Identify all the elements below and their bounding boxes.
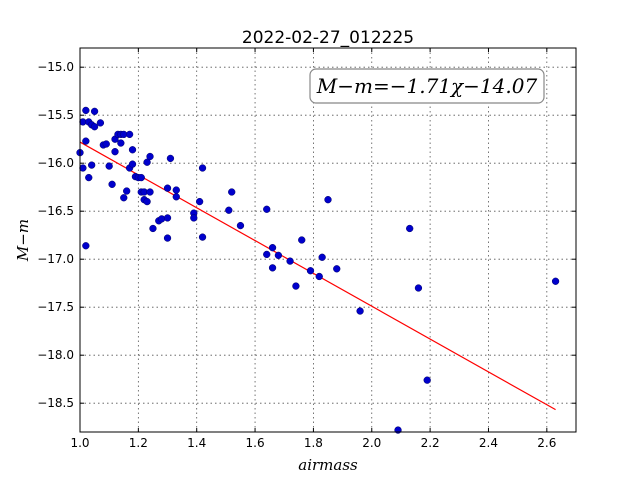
data-point <box>90 123 99 131</box>
tick-marks <box>79 48 576 432</box>
grid-lines <box>79 48 576 432</box>
x-tick-label: 2.2 <box>421 436 440 450</box>
y-axis-label: M−m <box>14 219 32 262</box>
data-point <box>125 130 134 139</box>
data-point <box>298 236 306 244</box>
scatter-points <box>76 106 560 434</box>
data-point <box>286 257 294 265</box>
x-tick-label: 2.4 <box>479 436 498 450</box>
data-point <box>414 284 423 292</box>
data-point <box>263 205 271 213</box>
chart-title: 2022-02-27_012225 <box>242 28 414 48</box>
data-point <box>172 186 180 194</box>
x-tick-label: 1.8 <box>304 436 323 450</box>
data-point <box>123 187 131 195</box>
data-point <box>406 224 414 233</box>
data-point <box>143 158 151 166</box>
plot-area <box>76 47 577 434</box>
annotation-frame <box>309 68 545 104</box>
data-point <box>225 206 233 214</box>
y-tick-label: −18.5 <box>37 396 74 410</box>
data-point <box>228 188 236 196</box>
data-point <box>102 140 110 148</box>
x-tick-label: 1.6 <box>246 436 265 450</box>
data-point <box>143 197 151 206</box>
x-tick-labels: 1.0 1.2 1.4 1.6 1.8 2.0 2.2 2.4 2.6 <box>70 436 556 450</box>
data-point <box>292 282 300 290</box>
x-axis-label: airmass <box>298 456 358 474</box>
y-tick-label: −17.5 <box>37 300 74 314</box>
data-point <box>198 164 207 172</box>
data-point <box>146 188 154 196</box>
data-point <box>163 234 172 242</box>
data-point <box>146 152 154 161</box>
data-point <box>356 307 364 315</box>
data-point <box>128 160 137 168</box>
data-point <box>551 277 560 285</box>
data-point <box>79 164 87 172</box>
data-point <box>324 196 332 204</box>
y-tick-label: −17.0 <box>37 252 74 266</box>
data-point <box>263 250 271 259</box>
data-point <box>88 161 96 169</box>
annotation-box: M−m=−1.71χ−14.07 <box>309 68 545 104</box>
data-point <box>82 106 90 115</box>
data-point <box>190 214 198 222</box>
y-tick-label: −18.0 <box>37 348 74 362</box>
data-point <box>163 184 172 192</box>
data-point <box>315 272 323 281</box>
data-point <box>85 173 93 182</box>
data-point <box>195 197 204 206</box>
data-point <box>318 253 326 261</box>
data-point <box>105 162 113 170</box>
x-tick-label: 1.0 <box>70 436 89 450</box>
y-tick-labels: −15.0 −15.5 −16.0 −16.5 −17.0 −17.5 −18.0 −18.5 <box>37 60 74 410</box>
data-point <box>274 251 283 260</box>
data-point <box>198 233 207 241</box>
y-tick-label: −15.5 <box>37 108 74 122</box>
y-tick-label: −15.0 <box>37 60 74 74</box>
data-point <box>172 193 180 201</box>
y-tick-label: −16.5 <box>37 204 74 218</box>
data-point <box>166 154 175 163</box>
plot-background <box>80 48 576 432</box>
data-point <box>268 264 277 272</box>
data-point <box>236 221 245 230</box>
data-point <box>108 180 116 188</box>
data-point <box>120 194 128 202</box>
data-point <box>268 244 277 252</box>
data-point <box>423 376 431 384</box>
fit-equation-label: M−m=−1.71χ−14.07 <box>316 74 538 98</box>
plot-frame <box>79 47 577 433</box>
x-tick-label: 1.2 <box>129 436 148 450</box>
data-point <box>96 119 105 127</box>
y-tick-label: −16.0 <box>37 156 74 170</box>
data-point <box>163 214 172 222</box>
data-point <box>149 224 157 233</box>
data-point <box>111 148 119 156</box>
data-point <box>128 146 137 154</box>
data-point <box>117 139 125 147</box>
data-point <box>90 107 99 116</box>
x-tick-label: 1.4 <box>187 436 206 450</box>
data-point <box>333 265 341 273</box>
data-point <box>82 137 90 145</box>
x-tick-label: 2.6 <box>537 436 556 450</box>
data-point <box>82 242 90 250</box>
data-point <box>137 173 145 182</box>
data-point <box>306 267 315 275</box>
x-tick-label: 2.0 <box>362 436 381 450</box>
